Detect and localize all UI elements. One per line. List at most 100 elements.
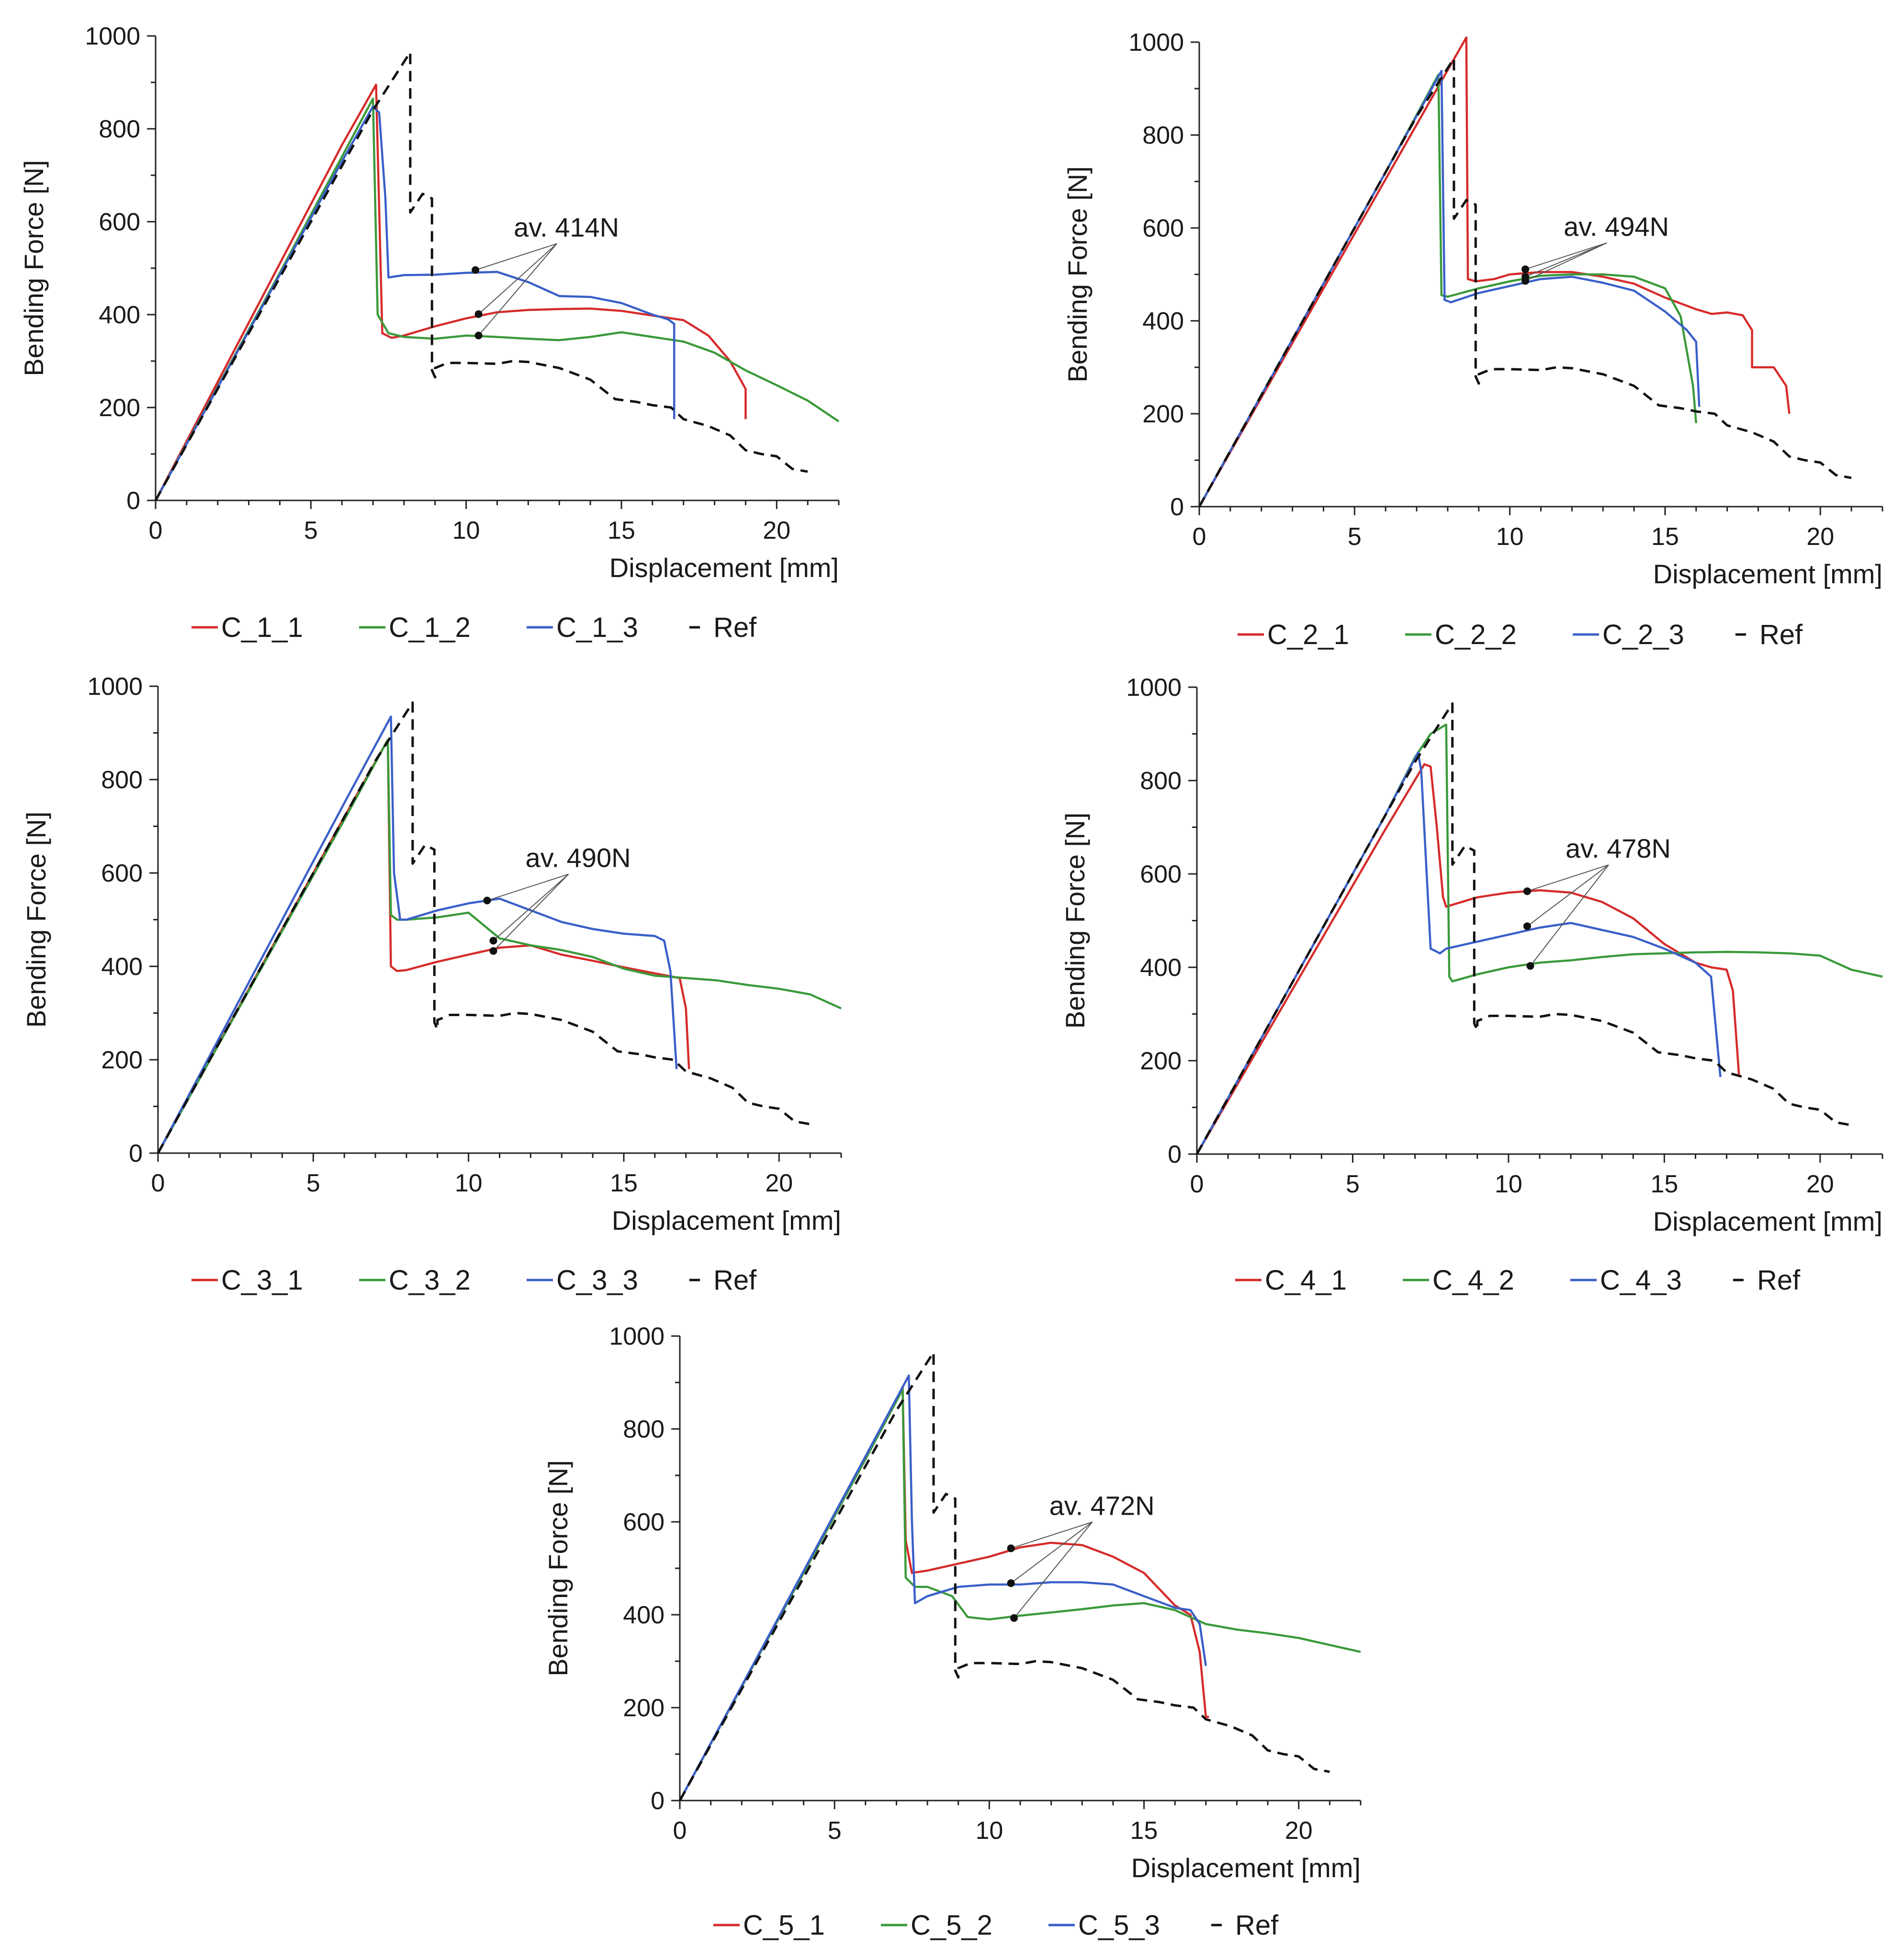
y-tick-label: 800 (623, 1416, 665, 1443)
annotation-label: av. 414N (514, 212, 619, 242)
y-tick-label: 200 (623, 1694, 665, 1722)
annotation-label: av. 490N (526, 843, 631, 873)
y-tick-label: 600 (1142, 215, 1184, 242)
annotation-label: av. 494N (1564, 211, 1669, 241)
series-line-c-3-2 (157, 738, 842, 1154)
legend-label: C_4_2 (1432, 1265, 1514, 1296)
series-line-c-3-3 (157, 715, 678, 1154)
annotation-point (472, 266, 480, 274)
legend-label: C_1_2 (389, 612, 471, 643)
y-tick-label: 400 (1140, 954, 1182, 982)
y-tick-label: 1000 (1128, 29, 1184, 57)
y-tick-label: 1000 (609, 1323, 665, 1350)
x-axis-label: Displacement [mm] (1131, 1853, 1361, 1883)
y-axis-label: Bending Force [N] (21, 812, 51, 1028)
x-axis-label: Displacement [mm] (609, 553, 839, 583)
x-tick-label: 15 (1651, 523, 1679, 551)
annotation-leader (1527, 864, 1609, 927)
y-tick-label: 0 (129, 1140, 143, 1167)
series-line-ref (1198, 57, 1852, 508)
y-tick-label: 800 (1140, 767, 1182, 795)
legend-label: C_5_2 (911, 1910, 992, 1941)
x-tick-label: 20 (1285, 1817, 1313, 1845)
annotation-leader (1525, 242, 1607, 277)
x-axis-label: Displacement [mm] (1653, 1206, 1882, 1236)
y-tick-label: 800 (99, 115, 140, 143)
y-tick-label: 1000 (85, 23, 140, 50)
legend-label: Ref (713, 1265, 757, 1296)
x-tick-label: 20 (763, 517, 790, 544)
x-tick-label: 10 (455, 1169, 483, 1197)
annotation-point (483, 896, 491, 905)
x-tick-label: 10 (452, 517, 480, 544)
annotation-label: av. 472N (1049, 1490, 1155, 1520)
legend-label: C_2_2 (1435, 619, 1517, 650)
x-axis-label: Displacement [mm] (1653, 559, 1882, 589)
series-line-c-5-2 (679, 1388, 1361, 1802)
legend-label: C_5_3 (1078, 1910, 1160, 1941)
x-tick-label: 5 (828, 1817, 842, 1845)
y-tick-label: 400 (623, 1601, 665, 1629)
legend-label: C_4_1 (1265, 1265, 1347, 1296)
y-tick-label: 600 (101, 860, 143, 887)
y-tick-label: 200 (101, 1046, 143, 1074)
series-line-ref (154, 51, 808, 501)
annotation-leader (1011, 1521, 1093, 1584)
annotation-label: av. 478N (1566, 833, 1671, 863)
y-tick-label: 600 (99, 208, 140, 236)
annotation-leader (1527, 864, 1609, 892)
legend-label: C_2_1 (1267, 619, 1349, 650)
series-line-c-1-2 (155, 97, 840, 501)
legend-label: Ref (1235, 1910, 1279, 1941)
y-tick-label: 400 (99, 301, 140, 329)
series-line-c-4-2 (1196, 723, 1883, 1155)
annotation-point (1007, 1544, 1015, 1552)
annotation-leader (487, 873, 569, 901)
annotation-point (474, 310, 483, 318)
x-tick-label: 20 (1806, 523, 1834, 551)
series-line-ref (1195, 702, 1852, 1155)
x-tick-label: 0 (151, 1169, 165, 1197)
annotation-point (1010, 1614, 1018, 1622)
x-tick-label: 0 (1190, 1170, 1204, 1198)
annotation-leader (1525, 242, 1607, 270)
x-tick-label: 15 (610, 1169, 638, 1197)
y-axis-label: Bending Force [N] (19, 160, 49, 376)
series-line-c-2-2 (1198, 73, 1698, 508)
x-tick-label: 5 (1348, 523, 1362, 551)
legend-label: Ref (1757, 1265, 1801, 1296)
annotation-leader (475, 243, 557, 271)
y-tick-label: 1000 (1126, 674, 1182, 702)
y-tick-label: 400 (101, 953, 143, 981)
annotation-leader (1011, 1521, 1093, 1549)
series-line-ref (678, 1351, 1330, 1802)
legend-label: C_3_2 (389, 1265, 471, 1296)
series-line-c-3-1 (157, 738, 690, 1154)
y-tick-label: 0 (1170, 493, 1184, 521)
x-tick-label: 15 (1650, 1170, 1678, 1198)
x-tick-label: 20 (765, 1169, 793, 1197)
x-tick-label: 15 (1130, 1817, 1158, 1845)
x-tick-label: 0 (1193, 523, 1206, 551)
y-tick-label: 600 (1140, 861, 1182, 888)
annotation-point (1007, 1579, 1015, 1587)
y-tick-label: 800 (1142, 122, 1184, 149)
x-tick-label: 15 (608, 517, 635, 544)
legend-label: C_4_3 (1600, 1265, 1682, 1296)
y-tick-label: 200 (1140, 1047, 1182, 1075)
legend-label: C_1_3 (556, 612, 638, 643)
x-tick-label: 5 (1346, 1170, 1360, 1198)
series-line-c-2-1 (1198, 36, 1791, 508)
x-tick-label: 0 (149, 517, 163, 544)
annotation-point (489, 937, 497, 945)
annotation-point (489, 947, 497, 955)
series-line-c-5-3 (679, 1374, 1207, 1802)
y-tick-label: 200 (1142, 400, 1184, 428)
annotation-leader (493, 873, 569, 952)
annotation-leader (1530, 864, 1609, 966)
y-tick-label: 0 (1168, 1141, 1182, 1168)
